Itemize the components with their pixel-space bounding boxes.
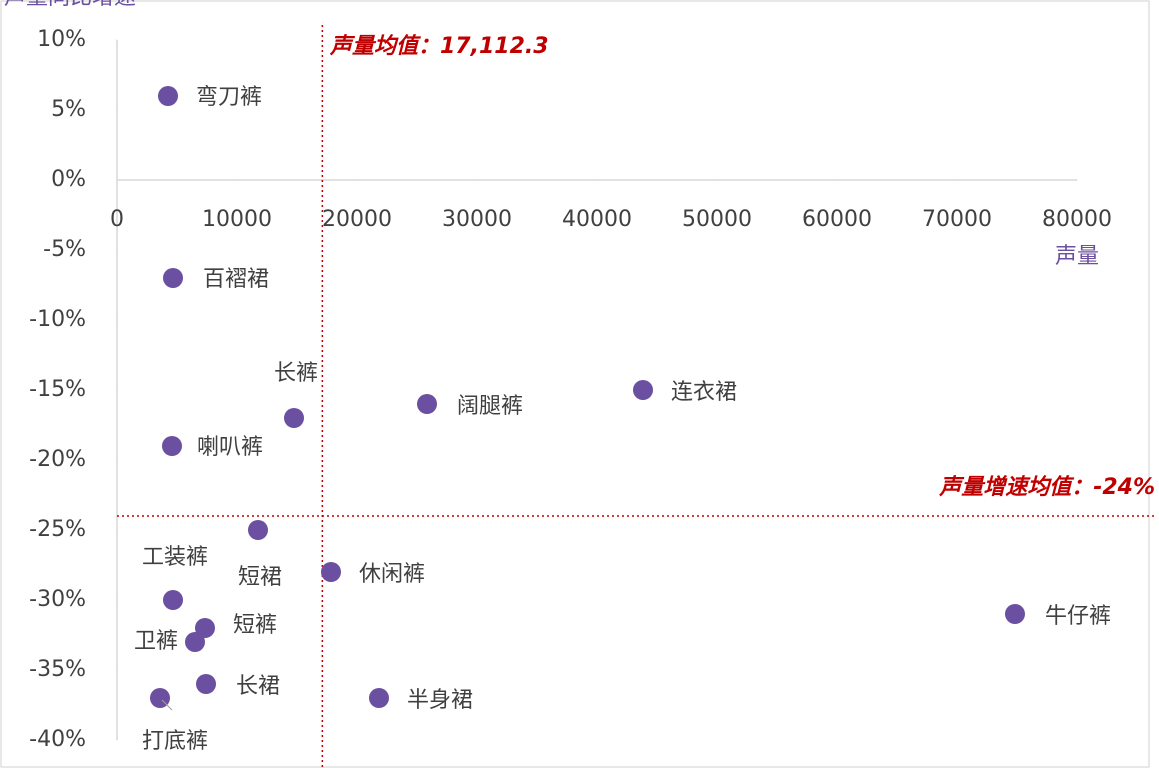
y-mean-label: 声量增速均值：-24% [938, 474, 1155, 500]
point [1005, 604, 1025, 624]
y-tick-label: -40% [29, 727, 86, 752]
y-tick-label: 5% [51, 97, 86, 122]
y-tick-label: 10% [37, 27, 86, 52]
point-label: 长裤 [274, 361, 318, 386]
point-label: 短裤 [233, 613, 277, 638]
point-label: 阔腿裤 [457, 394, 523, 419]
point-label: 喇叭裤 [197, 435, 263, 460]
x-tick-label: 50000 [682, 207, 752, 232]
x-tick-label: 20000 [322, 207, 392, 232]
y-tick-label: -35% [29, 657, 86, 682]
point-label: 工装裤 [142, 545, 208, 570]
point [369, 688, 389, 708]
point [163, 590, 183, 610]
y-tick-label: -20% [29, 447, 86, 472]
point-label: 半身裙 [407, 688, 473, 713]
y-tick-label: 0% [51, 167, 86, 192]
point [185, 632, 205, 652]
y-tick-label: -10% [29, 307, 86, 332]
x-tick-label: 10000 [202, 207, 272, 232]
y-axis-title: 声量同比增速 [4, 0, 136, 10]
x-mean-label: 声量均值：17,112.3 [329, 34, 549, 59]
chart: 声量同比增速 声量 10% 5% 0% -5% -10% -15% -20% -25% -30%… [0, 0, 1159, 768]
point-label: 长裙 [236, 674, 280, 699]
point-label: 牛仔裤 [1045, 604, 1111, 629]
point-label: 打底裤 [142, 729, 208, 754]
x-tick-label: 30000 [442, 207, 512, 232]
y-tick-label: -25% [29, 517, 86, 542]
point [321, 562, 341, 582]
y-tick-label: -30% [29, 587, 86, 612]
point [196, 674, 216, 694]
x-tick-label: 0 [110, 207, 124, 232]
point-label: 短裙 [238, 565, 282, 590]
point-label: 休闲裤 [359, 562, 425, 587]
point-label: 弯刀裤 [196, 85, 262, 110]
point [248, 520, 268, 540]
point-label: 卫裤 [134, 629, 178, 654]
point [158, 86, 178, 106]
point [417, 394, 437, 414]
point-label: 百褶裙 [203, 267, 269, 292]
y-tick-label: -5% [43, 237, 86, 262]
x-tick-label: 70000 [922, 207, 992, 232]
point-label: 连衣裙 [671, 380, 737, 405]
point [284, 408, 304, 428]
x-tick-label: 80000 [1042, 207, 1112, 232]
x-tick-label: 60000 [802, 207, 872, 232]
x-tick-label: 40000 [562, 207, 632, 232]
x-axis-title: 声量 [1055, 244, 1099, 269]
point [162, 436, 182, 456]
point [633, 380, 653, 400]
point [163, 268, 183, 288]
y-tick-label: -15% [29, 377, 86, 402]
